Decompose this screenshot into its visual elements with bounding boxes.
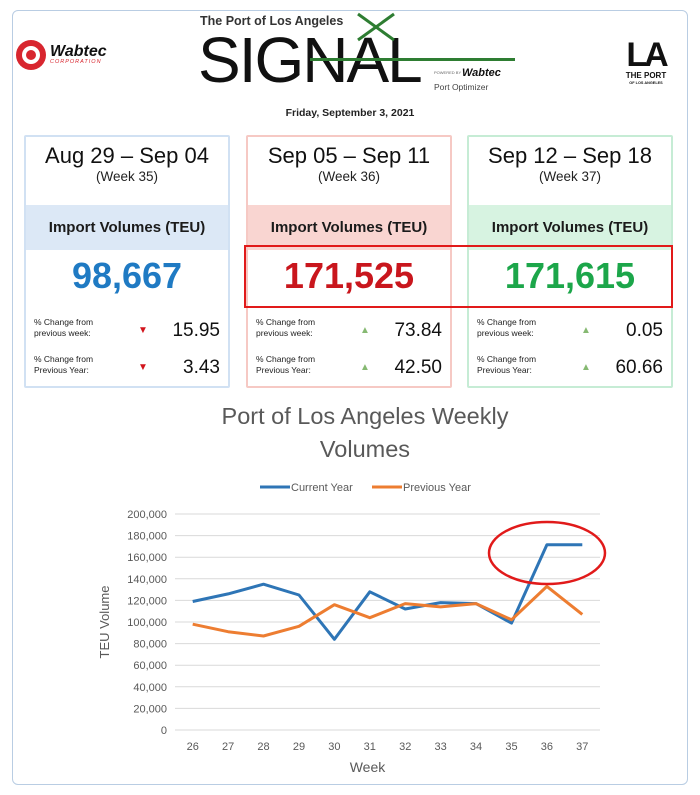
y-tick-label: 60,000 — [133, 660, 167, 672]
chart-title-line2: Volumes — [319, 436, 411, 462]
card-date-range: Aug 29 – Sep 04 — [45, 143, 209, 168]
signal-kicker: The Port of Los Angeles — [200, 14, 344, 28]
highlight-rectangle — [244, 245, 673, 308]
stat-label-line2: previous week: — [477, 328, 534, 339]
chart-title: Port of Los Angeles Weekly Volumes — [0, 400, 700, 466]
week-card-37: Sep 12 – Sep 18 (Week 37) Import Volumes… — [467, 135, 673, 388]
triangle-up-icon: ▲ — [581, 325, 591, 336]
x-tick-label: 35 — [505, 741, 517, 753]
y-tick-label: 40,000 — [133, 682, 167, 694]
triangle-up-icon: ▲ — [360, 362, 370, 373]
card-band-label: Import Volumes (TEU) — [248, 205, 450, 250]
signal-logo: The Port of Los Angeles SIGNAL POWERED B… — [198, 12, 520, 98]
signal-powered-by: POWERED BY — [434, 70, 462, 75]
signal-antenna-icon — [357, 12, 395, 42]
x-tick-label: 34 — [470, 741, 482, 753]
card-band-label: Import Volumes (TEU) — [469, 205, 671, 250]
stat-label-line2: Previous Year: — [477, 365, 532, 376]
stat-year-change: % Change from Previous Year: ▼ 3.43 — [34, 352, 220, 382]
triangle-up-icon: ▲ — [581, 362, 591, 373]
y-tick-label: 180,000 — [127, 531, 167, 543]
stat-value: 0.05 — [626, 320, 663, 341]
y-tick-label: 20,000 — [133, 703, 167, 715]
stat-week-change: % Change from previous week: ▲ 0.05 — [477, 315, 663, 345]
y-tick-label: 80,000 — [133, 639, 167, 651]
card-week: (Week 37) — [538, 169, 602, 184]
port-of-la-logo: LA THE PORT OF LOS ANGELES — [623, 38, 669, 85]
stat-value: 42.50 — [394, 357, 442, 378]
card-import-value: 171,615 — [504, 255, 636, 296]
stat-label-line1: % Change from — [34, 354, 94, 364]
triangle-up-icon: ▲ — [360, 325, 370, 336]
y-tick-label: 120,000 — [127, 595, 167, 607]
y-tick-label: 140,000 — [127, 574, 167, 586]
stat-week-change: % Change from previous week: ▲ 73.84 — [256, 315, 442, 345]
signal-powered-brand: Wabtec — [462, 67, 501, 79]
x-tick-label: 29 — [293, 741, 305, 753]
stat-label-line2: previous week: — [256, 328, 313, 339]
card-date-range: Sep 12 – Sep 18 — [488, 143, 652, 168]
y-tick-label: 200,000 — [127, 509, 167, 521]
card-date-range: Sep 05 – Sep 11 — [267, 143, 431, 168]
stat-label-line1: % Change from — [34, 317, 94, 327]
card-band-label: Import Volumes (TEU) — [26, 205, 228, 250]
week-card-36: Sep 05 – Sep 11 (Week 36) Import Volumes… — [246, 135, 452, 388]
stat-label-line1: % Change from — [256, 354, 316, 364]
stat-value: 60.66 — [615, 357, 663, 378]
x-tick-label: 31 — [364, 741, 376, 753]
wabtec-sub: CORPORATION — [50, 59, 102, 66]
x-tick-label: 30 — [328, 741, 340, 753]
series-line-current-year — [192, 543, 583, 641]
card-import-value: 98,667 — [71, 255, 183, 296]
signal-underline — [310, 58, 515, 61]
week-card-35: Aug 29 – Sep 04 (Week 35) Import Volumes… — [24, 135, 230, 388]
wabtec-logo-icon — [16, 40, 46, 70]
report-frame — [12, 10, 688, 785]
y-axis-label: TEU Volume — [97, 586, 112, 659]
x-tick-label: 37 — [576, 741, 588, 753]
y-tick-label: 0 — [161, 725, 167, 737]
y-tick-label: 160,000 — [127, 552, 167, 564]
x-tick-label: 26 — [187, 741, 199, 753]
x-tick-label: 32 — [399, 741, 411, 753]
y-tick-label: 100,000 — [127, 617, 167, 629]
x-tick-label: 33 — [435, 741, 447, 753]
legend-label-previous-year: Previous Year — [403, 482, 471, 494]
stat-label-line1: % Change from — [477, 354, 537, 364]
la-mark: LA — [626, 36, 668, 74]
highlight-ellipse — [487, 520, 607, 586]
triangle-down-icon: ▼ — [138, 325, 148, 336]
stat-label-line1: % Change from — [256, 317, 316, 327]
x-tick-label: 27 — [222, 741, 234, 753]
report-date: Friday, September 3, 2021 — [285, 107, 415, 119]
x-tick-label: 36 — [541, 741, 553, 753]
chart-title-line1: Port of Los Angeles Weekly — [221, 403, 509, 429]
triangle-down-icon: ▼ — [138, 362, 148, 373]
stat-label-line2: Previous Year: — [256, 365, 311, 376]
stat-year-change: % Change from Previous Year: ▲ 60.66 — [477, 352, 663, 382]
wabtec-name: Wabtec — [50, 43, 107, 61]
x-axis-label: Week — [350, 759, 387, 775]
card-import-value: 171,525 — [283, 255, 415, 296]
legend-label-current-year: Current Year — [291, 482, 353, 494]
la-sub-text: OF LOS ANGELES — [629, 80, 663, 85]
series-line-previous-year — [192, 584, 584, 638]
stat-value: 3.43 — [183, 357, 220, 378]
stat-label-line2: previous week: — [34, 328, 91, 339]
signal-product: Port Optimizer — [434, 82, 489, 92]
stat-value: 15.95 — [172, 320, 220, 341]
x-tick-label: 28 — [257, 741, 269, 753]
wabtec-logo: Wabtec CORPORATION — [16, 40, 107, 70]
stat-week-change: % Change from previous week: ▼ 15.95 — [34, 315, 220, 345]
card-week: (Week 35) — [95, 169, 159, 184]
stat-label-line1: % Change from — [477, 317, 537, 327]
stat-value: 73.84 — [394, 320, 442, 341]
stat-label-line2: Previous Year: — [34, 365, 89, 376]
card-week: (Week 36) — [317, 169, 381, 184]
la-port-text: THE PORT — [625, 71, 667, 80]
stat-year-change: % Change from Previous Year: ▲ 42.50 — [256, 352, 442, 382]
